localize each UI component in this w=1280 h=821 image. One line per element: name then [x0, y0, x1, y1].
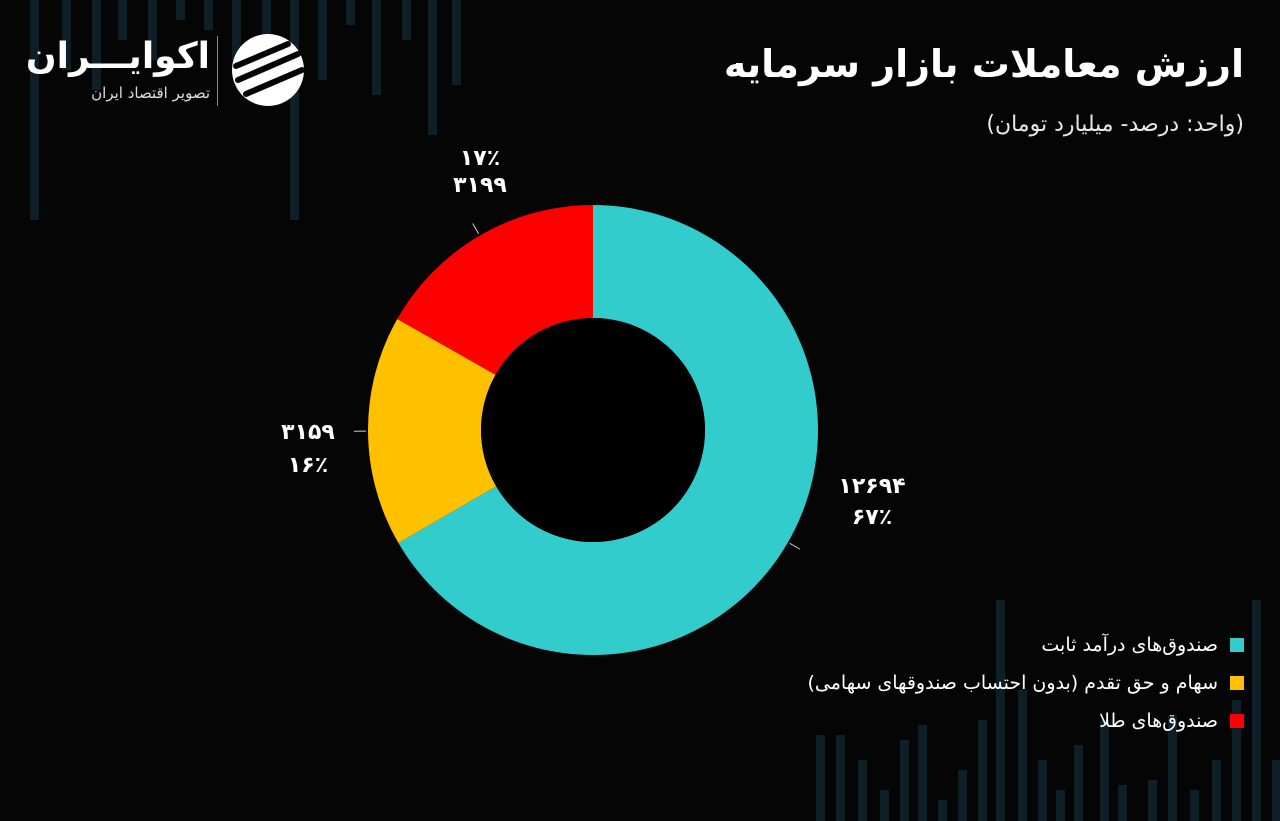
background-bar [900, 740, 909, 821]
background-bar [1074, 745, 1083, 821]
logo: اکوایـــران تصویر اقتصاد ایران [25, 32, 320, 112]
label-fixed-income-percent: ۶۷٪ [851, 505, 893, 530]
background-bar [1252, 600, 1261, 821]
background-bar [232, 0, 241, 60]
donut-slice-fixed-income [398, 205, 818, 655]
background-bar [402, 0, 411, 40]
background-bar [816, 735, 825, 821]
label-stocks: ۳۱۵۹ ۱۶٪ [272, 420, 344, 478]
background-bar [1272, 760, 1280, 821]
background-bar [1168, 715, 1177, 821]
legend-item-gold: صندوق‌های طلا [644, 702, 1244, 740]
background-bar [92, 0, 101, 90]
background-bar [1018, 690, 1027, 821]
background-bar [318, 0, 327, 80]
background-bar [858, 760, 867, 821]
legend-label-stocks: سهام و حق تقدم (بدون احتساب صندوقهای سها… [807, 672, 1218, 694]
legend-swatch-gold [1230, 714, 1244, 728]
donut-slice-stocks [368, 319, 497, 543]
background-bar [346, 0, 355, 25]
background-bar [62, 0, 71, 70]
label-leader-line [789, 542, 801, 550]
background-bar [290, 0, 299, 220]
background-bar [1056, 790, 1065, 821]
background-bar [262, 0, 271, 50]
legend-swatch-stocks [1230, 676, 1244, 690]
label-gold-value: ۳۱۹۹ [453, 173, 507, 198]
label-fixed-income: ۱۲۶۹۴ ۶۷٪ [836, 474, 908, 530]
background-bar [1232, 700, 1241, 821]
logo-name: اکوایـــران [25, 36, 210, 77]
background-bar [836, 735, 845, 821]
legend-swatch-fixed-income [1230, 638, 1244, 652]
background-bar [958, 770, 967, 821]
background-bar [1038, 760, 1047, 821]
background-bar [1148, 780, 1157, 821]
label-stocks-percent: ۱۶٪ [287, 453, 329, 478]
background-bar [118, 0, 127, 40]
legend-label-fixed-income: صندوق‌های درآمد ثابت [1041, 634, 1218, 656]
chart-title: ارزش معاملات بازار سرمایه [723, 42, 1244, 86]
donut-slice-gold [397, 205, 593, 375]
background-bar [978, 720, 987, 821]
logo-tagline: تصویر اقتصاد ایران [91, 84, 210, 102]
label-fixed-income-value: ۱۲۶۹۴ [838, 474, 906, 499]
background-bar [176, 0, 185, 20]
background-bar [938, 800, 947, 821]
background-bar [996, 600, 1005, 821]
label-leader-line [472, 223, 480, 235]
background-bar [1212, 760, 1221, 821]
background-bar [372, 0, 381, 95]
legend-item-stocks: سهام و حق تقدم (بدون احتساب صندوقهای سها… [644, 664, 1244, 702]
logo-mark-icon [232, 34, 305, 106]
background-bar [880, 790, 889, 821]
background-bar [428, 0, 437, 135]
label-gold-percent: ۱۷٪ [459, 146, 501, 171]
background-bar [1190, 790, 1199, 821]
legend-item-fixed-income: صندوق‌های درآمد ثابت [644, 626, 1244, 664]
background-bar [452, 0, 461, 85]
donut-hole [481, 318, 705, 542]
legend-label-gold: صندوق‌های طلا [1099, 710, 1218, 732]
background-bar [204, 0, 213, 30]
background-bar [918, 725, 927, 821]
background-bar [30, 0, 39, 220]
chart-subtitle: (واحد: درصد- میلیارد تومان) [986, 112, 1244, 137]
background-bar [1118, 785, 1127, 821]
chart-legend: صندوق‌های درآمد ثابت سهام و حق تقدم (بدو… [644, 626, 1244, 740]
label-gold: ۱۷٪ ۳۱۹۹ [444, 146, 516, 198]
background-bar [1100, 720, 1109, 821]
logo-divider [217, 36, 218, 106]
label-stocks-value: ۳۱۵۹ [281, 420, 335, 445]
background-bar [148, 0, 157, 60]
